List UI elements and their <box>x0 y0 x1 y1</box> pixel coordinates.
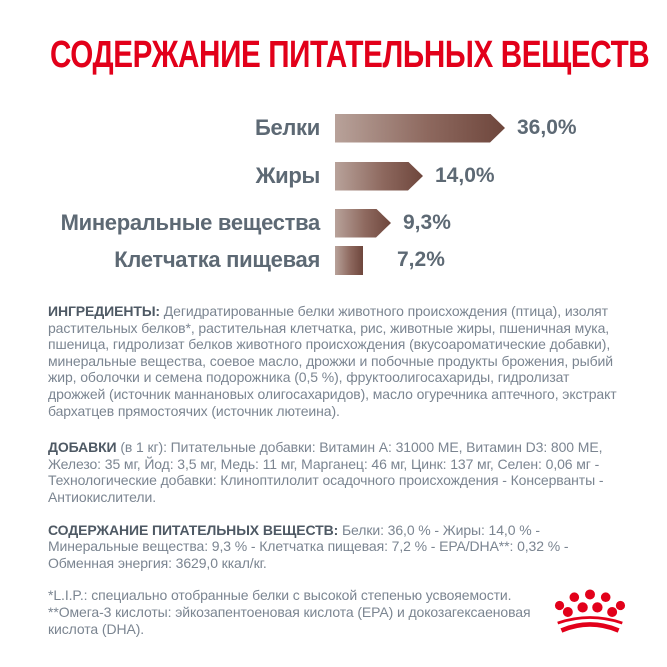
chart-row-label: Минеральные вещества <box>60 210 321 235</box>
chart-row-label: Белки <box>254 115 320 140</box>
nutrient-bar-chart: Белки 36,0% Жиры 14,0% Минеральные вещес… <box>45 113 635 283</box>
chart-row: Жиры 14,0% <box>45 161 495 191</box>
chart-row-label: Клетчатка пищевая <box>114 247 320 272</box>
chart-bar-value: 9,3% <box>403 211 451 234</box>
chart-bar <box>335 209 391 238</box>
additives-heading: ДОБАВКИ <box>48 439 117 456</box>
nutrients-body: Белки: 36,0 % - Жиры: 14,0 % - Минеральн… <box>48 521 569 571</box>
ingredients-body: Дегидратированные белки животного происх… <box>48 303 617 419</box>
chart-row: Белки 36,0% <box>45 113 577 143</box>
chart-bar <box>335 114 505 143</box>
nutrients-paragraph: СОДЕРЖАНИЕ ПИТАТЕЛЬНЫХ ВЕЩЕСТВ: Белки: 3… <box>48 522 622 572</box>
info-text-block: ИНГРЕДИЕНТЫ: Дегидратированные белки жив… <box>48 303 622 637</box>
chart-bar <box>335 162 423 191</box>
royal-canin-crown-icon <box>554 589 626 633</box>
footnotes: *L.I.P.: специально отобранные белки с в… <box>48 587 553 637</box>
ingredients-heading: ИНГРЕДИЕНТЫ: <box>48 303 164 319</box>
chart-row: Минеральные вещества 9,3% <box>45 208 451 238</box>
nutrients-heading: СОДЕРЖАНИЕ ПИТАТЕЛЬНЫХ ВЕЩЕСТВ: <box>48 521 342 538</box>
additives-body: Питательные добавки: Витамин A: 31000 МЕ… <box>48 439 604 505</box>
chart-row-label: Жиры <box>255 163 321 188</box>
footnote-omega3: **Омега-3 кислоты: эйкозапентоеновая кис… <box>48 603 531 637</box>
chart-bar-value: 7,2% <box>397 248 445 271</box>
footnote-lip: *L.I.P.: специально отобранные белки с в… <box>48 587 512 604</box>
additives-heading-suffix: (в 1 кг): <box>116 439 171 456</box>
chart-bar <box>335 245 363 275</box>
additives-paragraph: ДОБАВКИ (в 1 кг): Питательные добавки: В… <box>48 439 622 505</box>
chart-bar-value: 36,0% <box>517 116 577 139</box>
page-title: СОДЕРЖАНИЕ ПИТАТЕЛЬНЫХ ВЕЩЕСТВ <box>50 34 650 76</box>
ingredients-paragraph: ИНГРЕДИЕНТЫ: Дегидратированные белки жив… <box>48 303 622 419</box>
chart-row: Клетчатка пищевая 7,2% <box>45 245 445 275</box>
chart-bar-value: 14,0% <box>435 164 495 187</box>
